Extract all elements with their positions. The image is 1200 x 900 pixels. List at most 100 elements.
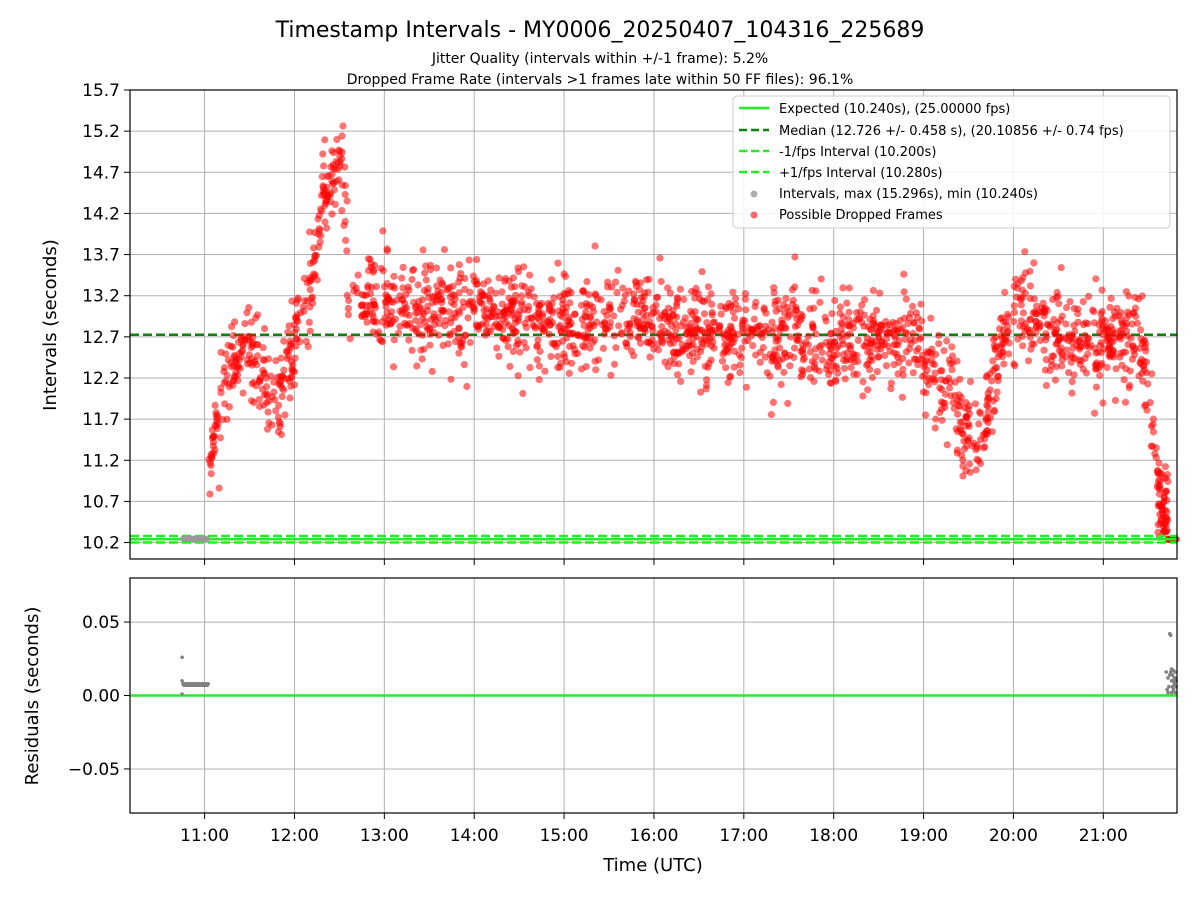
dropped-frame-point — [455, 309, 464, 317]
dropped-frame-point — [354, 271, 362, 279]
dropped-frame-point — [545, 330, 553, 338]
dropped-frame-point — [509, 329, 517, 337]
dropped-frame-point — [878, 341, 886, 349]
dropped-frame-point — [946, 360, 954, 368]
dropped-frame-point — [741, 290, 750, 298]
dropped-frame-point — [756, 348, 765, 356]
dropped-frame-point — [992, 343, 1000, 351]
dropped-frame-point — [248, 380, 256, 388]
dropped-frame-point — [539, 312, 547, 320]
dropped-frame-point — [869, 319, 877, 327]
dropped-frame-point — [372, 318, 380, 326]
dropped-frame-point — [264, 408, 272, 416]
dropped-frame-point — [856, 308, 864, 316]
dropped-frame-point — [1156, 510, 1164, 519]
dropped-frame-point — [1149, 420, 1157, 428]
dropped-frame-point — [412, 316, 420, 324]
dropped-frame-point — [610, 312, 618, 320]
residuals-series — [180, 632, 1178, 696]
dropped-frame-point — [342, 236, 350, 244]
dropped-frame-point — [435, 313, 443, 321]
dropped-frame-point — [812, 365, 820, 373]
dropped-frame-point — [460, 361, 468, 369]
x-axis-label: Time (UTC) — [602, 855, 703, 876]
dropped-frame-point — [831, 296, 839, 305]
dropped-frame-point — [990, 408, 998, 416]
dropped-frame-point — [310, 244, 318, 252]
dropped-frame-point — [858, 301, 866, 309]
dropped-frame-point — [1142, 401, 1150, 409]
dropped-frame-point — [1147, 442, 1155, 450]
dropped-frame-point — [1142, 347, 1150, 355]
dropped-frame-point — [891, 326, 899, 334]
dropped-frame-point — [1119, 321, 1127, 329]
dropped-frame-point — [685, 323, 693, 331]
dropped-frame-point — [825, 342, 833, 350]
dropped-frame-point — [657, 329, 665, 337]
dropped-frame-point — [228, 323, 236, 331]
x-tick-label: 16:00 — [629, 826, 678, 846]
dropped-frame-point — [762, 322, 770, 330]
dropped-frame-point — [504, 343, 512, 351]
dropped-frame-point — [447, 298, 456, 307]
x-tick-label: 21:00 — [1079, 826, 1128, 846]
dropped-frame-point — [1044, 321, 1052, 329]
dropped-frame-point — [890, 341, 898, 349]
dropped-frame-point — [1097, 361, 1105, 369]
dropped-frame-point — [466, 338, 474, 347]
dropped-frame-point — [854, 315, 863, 323]
dropped-frame-point — [964, 405, 972, 413]
dropped-frame-point — [860, 296, 869, 304]
dropped-frame-point — [1057, 344, 1065, 352]
dropped-frame-point — [591, 336, 599, 344]
dropped-frame-point — [1019, 342, 1027, 350]
dropped-frame-point — [306, 303, 314, 311]
dropped-frame-point — [931, 424, 939, 432]
dropped-frame-point — [363, 318, 371, 326]
residuals-plot: −0.050.000.05 11:00 12:00 13:00 14:00 15:00 1… — [22, 577, 1178, 876]
dropped-frame-point — [1076, 345, 1084, 353]
dropped-frame-point — [286, 394, 294, 402]
dropped-frame-point — [586, 344, 594, 352]
dropped-frame-point — [341, 182, 349, 190]
dropped-frame-point — [661, 308, 669, 317]
dropped-frame-point — [390, 272, 398, 280]
dropped-frame-point — [840, 364, 849, 372]
chart-legend: Expected (10.240s), (25.00000 fps) Media… — [732, 95, 1171, 229]
legend-minus-fps-label: -1/fps Interval (10.200s) — [779, 145, 936, 160]
dropped-frame-point — [972, 466, 980, 474]
dropped-frame-point — [680, 295, 688, 304]
residual-point — [1168, 673, 1172, 677]
dropped-frame-point — [900, 288, 908, 296]
dropped-frame-point — [1000, 360, 1008, 368]
dropped-frame-point — [449, 282, 457, 290]
dropped-frame-point — [455, 325, 463, 333]
dropped-frame-point — [493, 344, 501, 352]
dropped-frame-point — [656, 254, 664, 262]
dropped-frame-point — [619, 284, 627, 292]
dropped-frame-point — [263, 425, 272, 433]
dropped-frame-point — [825, 370, 833, 378]
dropped-frame-point — [993, 363, 1001, 372]
intervals-y-tick-label: 13.7 — [82, 246, 120, 266]
dropped-frame-point — [1082, 342, 1090, 350]
dropped-frame-point — [259, 356, 268, 364]
dropped-frame-point — [207, 470, 215, 478]
dropped-frame-point — [277, 354, 285, 362]
dropped-frame-point — [774, 336, 782, 344]
dropped-frame-point — [957, 426, 965, 435]
dropped-frame-point — [827, 329, 835, 337]
dropped-frame-point — [423, 323, 431, 331]
dropped-frame-point — [1097, 310, 1105, 318]
dropped-frame-point — [909, 369, 917, 377]
dropped-frame-point — [694, 315, 702, 324]
dropped-frame-point — [1042, 336, 1050, 344]
dropped-frame-point — [693, 353, 701, 361]
dropped-frame-point — [849, 350, 857, 358]
dropped-frame-point — [526, 271, 534, 279]
dropped-frame-point — [1024, 357, 1033, 365]
dropped-frame-point — [962, 413, 970, 421]
dropped-frame-point — [473, 256, 481, 264]
dropped-frame-point — [255, 395, 263, 404]
dropped-frame-point — [563, 318, 572, 326]
